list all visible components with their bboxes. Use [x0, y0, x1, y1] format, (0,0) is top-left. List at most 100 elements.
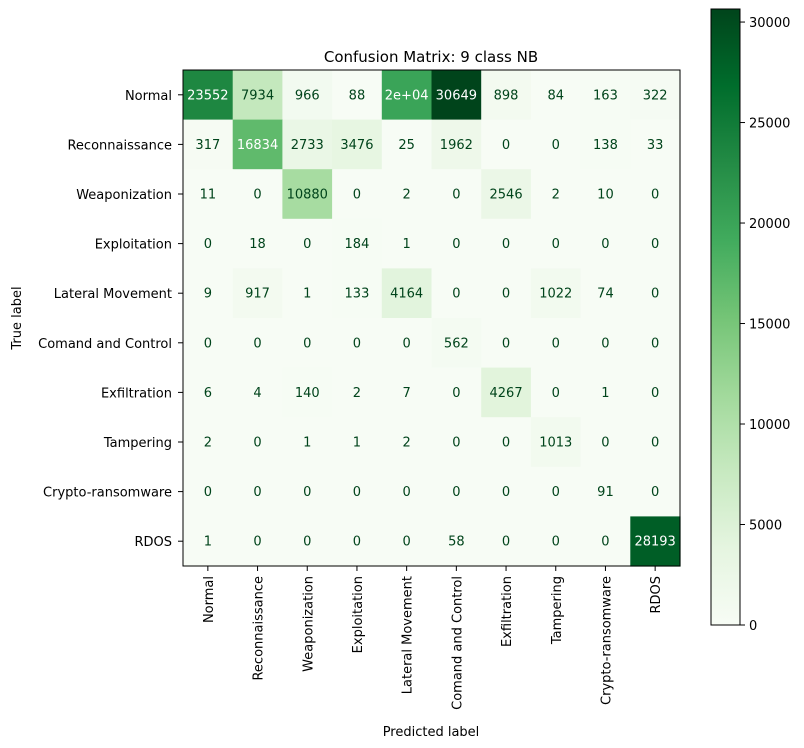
cell-value-label: 0 [253, 436, 261, 451]
cell-value-label: 138 [593, 138, 618, 153]
heatmap-cell [381, 318, 433, 369]
heatmap-cell [381, 169, 433, 220]
x-tick-label: Lateral Movement [401, 576, 416, 694]
heatmap-cell [530, 516, 582, 567]
plot-frame [182, 69, 681, 567]
heatmap-cell [232, 268, 283, 319]
cell-value-label: 0 [303, 336, 311, 351]
cell-value-label: 0 [452, 436, 460, 451]
cell-value-label: 74 [597, 287, 614, 302]
cell-value-label: 0 [502, 485, 510, 500]
heatmap-cell [183, 417, 234, 468]
heatmap-cell [431, 119, 482, 170]
x-tick-label: Normal [202, 576, 217, 623]
cell-value-label: 16834 [237, 138, 278, 153]
cell-value-label: 2 [353, 386, 361, 401]
cell-value-label: 2 [552, 188, 560, 203]
cell-value-label: 0 [452, 485, 460, 500]
cell-value-label: 1 [204, 535, 212, 550]
cell-value-label: 6 [204, 386, 212, 401]
heatmap-cell [481, 218, 532, 269]
cell-value-label: 0 [303, 485, 311, 500]
cell-value-label: 0 [353, 485, 361, 500]
heatmap-cell [183, 466, 234, 517]
y-tick-label: Weaponization [76, 188, 172, 203]
cell-value-label: 10880 [287, 188, 328, 203]
x-axis: Normal Reconnaissance Weaponization Exploit… [202, 566, 664, 710]
heatmap-cell [282, 268, 333, 319]
cell-value-label: 2 [403, 436, 411, 451]
cell-value-label: 322 [643, 88, 668, 103]
cell-value-label: 0 [403, 336, 411, 351]
heatmap-cell [530, 218, 582, 269]
x-tick-label: Crypto-ransomware [599, 576, 614, 705]
y-tick-label: Comand and Control [38, 337, 172, 352]
heatmap-cell [630, 417, 681, 468]
cell-value-label: 140 [295, 386, 320, 401]
cell-value-label: 28193 [634, 535, 675, 550]
cell-value-label: 0 [651, 188, 659, 203]
cell-value-label: 0 [452, 237, 460, 252]
y-tick-label: RDOS [134, 535, 172, 550]
cell-value-label: 84 [547, 88, 564, 103]
cell-value-label: 3476 [340, 138, 373, 153]
heatmap-cell [282, 119, 333, 170]
colorbar-tick-label: 20000 [749, 217, 790, 232]
heatmap-cell [481, 268, 532, 319]
heatmap-cell [481, 169, 532, 220]
cell-value-label: 1 [353, 436, 361, 451]
cell-value-label: 0 [651, 237, 659, 252]
cell-value-label: 0 [502, 436, 510, 451]
cell-value-label: 4267 [490, 386, 523, 401]
cell-value-label: 0 [601, 535, 609, 550]
heatmap-cell [431, 367, 482, 418]
cell-value-label: 18 [249, 237, 266, 252]
heatmap-cell [530, 70, 582, 121]
x-tick-label: RDOS [649, 576, 664, 614]
x-tick-label: Exfiltration [500, 576, 515, 647]
heatmap-cell [381, 516, 433, 567]
cell-value-label: 23552 [187, 88, 228, 103]
heatmap-cell [183, 119, 234, 170]
cell-value-label: 2e+04 [385, 88, 429, 103]
heatmap-cell [431, 70, 482, 121]
cell-value-label: 1 [403, 237, 411, 252]
heatmap-cell [580, 417, 631, 468]
cell-value-label: 0 [552, 485, 560, 500]
heatmap-cell [183, 516, 234, 567]
heatmap-cell [630, 70, 681, 121]
heatmap-cell [580, 516, 631, 567]
heatmap-cell [332, 218, 383, 269]
heatmap-cell [332, 367, 383, 418]
heatmap-cell [381, 268, 433, 319]
colorbar-tick-label: 15000 [749, 318, 790, 333]
heatmap-cell [481, 367, 532, 418]
y-tick-label: Reconnaissance [67, 138, 172, 153]
cell-value-label: 2733 [291, 138, 324, 153]
heatmap-cell [630, 218, 681, 269]
x-axis-label: Predicted label [383, 725, 480, 740]
heatmap-cell [630, 268, 681, 319]
cell-value-label: 0 [452, 287, 460, 302]
cell-value-label: 88 [349, 88, 366, 103]
heatmap-cell [232, 417, 283, 468]
heatmap-cell [431, 516, 482, 567]
cell-value-label: 91 [597, 485, 614, 500]
cell-value-label: 2 [403, 188, 411, 203]
cell-value-label: 7 [403, 386, 411, 401]
cell-value-label: 7934 [241, 88, 274, 103]
cell-value-label: 1013 [539, 436, 572, 451]
cell-value-label: 4 [253, 386, 261, 401]
cell-value-label: 0 [601, 336, 609, 351]
cell-value-label: 1022 [539, 287, 572, 302]
cell-value-label: 0 [253, 336, 261, 351]
heatmap-cell [332, 268, 383, 319]
x-tick-label: Comand and Control [450, 576, 465, 710]
heatmap-cell [232, 318, 283, 369]
heatmap-cell [431, 466, 482, 517]
cell-value-label: 0 [353, 188, 361, 203]
cell-value-label: 0 [502, 237, 510, 252]
x-tick-label: Weaponization [301, 576, 316, 672]
heatmap-cell [530, 367, 582, 418]
